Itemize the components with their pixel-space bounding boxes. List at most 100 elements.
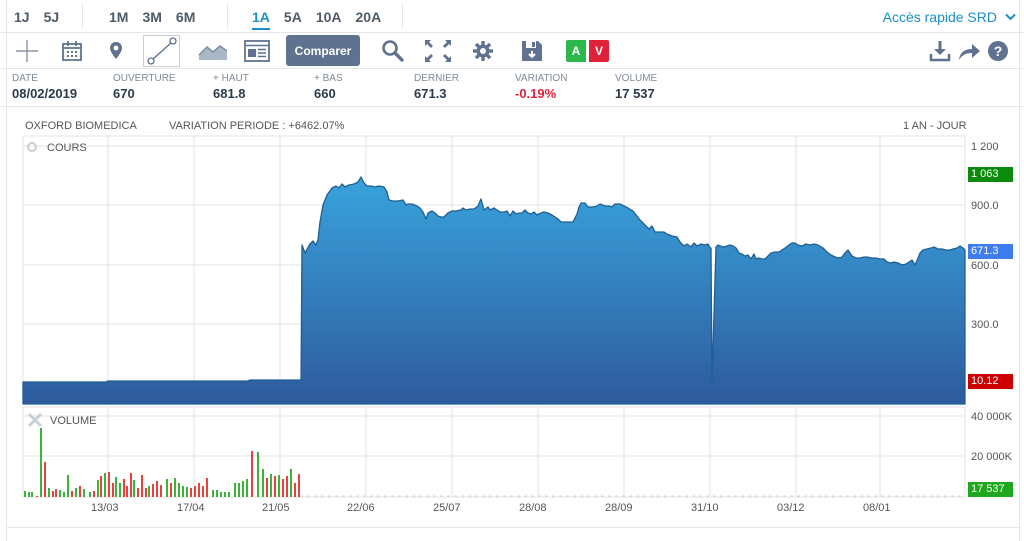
quote-value: 681.8 — [213, 86, 246, 101]
period-20a-button[interactable]: 20A — [355, 8, 382, 25]
svg-text:28/09: 28/09 — [605, 502, 633, 514]
last-price-badge: 671.3 — [968, 244, 1013, 259]
quote-change: VARIATION -0.19% — [515, 73, 567, 101]
quote-volume: VOLUME 17 537 — [615, 73, 657, 101]
quote-last: DERNIER 671.3 — [414, 73, 459, 101]
svg-text:22/06: 22/06 — [347, 502, 375, 514]
chart-toolbar: Comparer A V ? — [0, 33, 1024, 69]
period-group-medium: 1M 3M 6M — [109, 0, 209, 33]
period-1a-button[interactable]: 1A — [252, 8, 270, 30]
svg-text:28/08: 28/08 — [519, 502, 547, 514]
period-bar: 1J 5J 1M 3M 6M 1A 5A 10A 20A Accès rapid… — [0, 0, 1024, 33]
help-icon: ? — [988, 41, 1008, 61]
download-button[interactable] — [925, 36, 955, 66]
buy-button[interactable]: A — [566, 40, 586, 62]
save-icon — [522, 41, 542, 61]
quote-value: 660 — [314, 86, 336, 101]
svg-text:03/12: 03/12 — [777, 502, 805, 514]
svg-text:13/03: 13/03 — [91, 502, 119, 514]
svg-text:?: ? — [994, 43, 1003, 59]
svg-text:1 200: 1 200 — [971, 141, 999, 153]
svg-text:17/04: 17/04 — [177, 502, 205, 514]
cours-label: COURS — [47, 142, 87, 154]
quick-access-dropdown[interactable]: Accès rapide SRD — [883, 0, 1016, 33]
svg-text:600.0: 600.0 — [971, 260, 999, 272]
marker-tool-button[interactable] — [100, 36, 132, 66]
min-price-badge: 10.12 — [968, 374, 1013, 389]
crosshair-icon — [16, 40, 38, 62]
period-1j-button[interactable]: 1J — [14, 8, 30, 25]
period-3m-button[interactable]: 3M — [142, 8, 162, 25]
crosshair-tool-button[interactable] — [11, 36, 43, 66]
divider — [402, 4, 403, 29]
price-area — [22, 176, 966, 405]
period-6m-button[interactable]: 6M — [175, 8, 196, 25]
svg-text:21/05: 21/05 — [262, 502, 290, 514]
x-axis: 13/03 17/04 21/05 22/06 25/07 28/08 28/0… — [91, 502, 891, 514]
period-group-short: 1J 5J — [14, 0, 73, 33]
svg-text:900.0: 900.0 — [971, 200, 999, 212]
quote-summary: DATE 08/02/2019 OUVERTURE 670 + HAUT 681… — [0, 69, 1024, 107]
share-icon — [959, 44, 980, 60]
share-button[interactable] — [954, 36, 984, 66]
calendar-tool-button[interactable] — [56, 36, 88, 66]
quote-value: 671.3 — [414, 86, 447, 101]
buy-sell-buttons: A V — [566, 40, 609, 62]
svg-text:300.0: 300.0 — [971, 319, 999, 331]
volume-panel-label: VOLUME — [27, 412, 96, 428]
download-icon — [929, 41, 951, 62]
volume-label: VOLUME — [50, 415, 96, 427]
line-draw-icon — [146, 37, 177, 65]
last-volume-badge: 17 537 — [968, 482, 1013, 497]
chart-type-button[interactable] — [196, 36, 230, 66]
period-granularity: 1 AN - JOUR — [903, 120, 967, 132]
instrument-name: OXFORD BIOMEDICA — [25, 120, 137, 132]
divider — [227, 4, 228, 29]
close-icon — [27, 412, 43, 428]
quote-open: OUVERTURE 670 — [113, 73, 176, 101]
quote-label: VOLUME — [615, 73, 658, 84]
widget-frame — [6, 0, 1020, 541]
line-draw-tool-button[interactable] — [143, 35, 180, 67]
quote-value: 08/02/2019 — [12, 86, 78, 101]
svg-text:20 000K: 20 000K — [971, 451, 1013, 463]
sell-button[interactable]: V — [589, 40, 609, 62]
price-panel-label: COURS — [27, 142, 87, 154]
search-icon — [382, 40, 404, 62]
quick-access-label: Accès rapide SRD — [882, 8, 997, 25]
newspaper-icon — [244, 40, 270, 62]
quote-label: DERNIER — [414, 73, 460, 84]
mountain-chart-icon — [198, 45, 228, 60]
period-group-long: 1A 5A 10A 20A — [252, 0, 395, 33]
help-button[interactable]: ? — [983, 36, 1013, 66]
svg-text:25/07: 25/07 — [433, 502, 461, 514]
period-10a-button[interactable]: 10A — [315, 8, 342, 25]
fullscreen-button[interactable] — [422, 36, 454, 66]
max-price-badge: 1 063 — [968, 167, 1013, 182]
quote-low: + BAS 660 — [314, 73, 343, 101]
period-1m-button[interactable]: 1M — [109, 8, 129, 25]
volume-bars — [24, 428, 965, 497]
quote-date: DATE 08/02/2019 — [12, 73, 77, 101]
quote-label: + HAUT — [213, 73, 249, 84]
quote-label: DATE — [12, 73, 38, 84]
period-5a-button[interactable]: 5A — [283, 8, 302, 25]
divider — [6, 527, 1020, 528]
period-variation: VARIATION PERIODE : +6462.07% — [169, 120, 345, 132]
quote-value: 17 537 — [615, 86, 655, 101]
save-button[interactable] — [516, 36, 548, 66]
quote-high: + HAUT 681.8 — [213, 73, 249, 101]
map-pin-icon — [110, 42, 122, 59]
quote-value: 670 — [113, 86, 135, 101]
calendar-icon — [62, 41, 82, 61]
compare-button[interactable]: Comparer — [286, 35, 360, 66]
volume-panel-grid — [22, 406, 966, 498]
quote-label: VARIATION — [515, 73, 568, 84]
svg-text:40 000K: 40 000K — [971, 411, 1013, 423]
volume-y-axis: 40 000K 20 000K — [971, 411, 1013, 463]
zoom-search-button[interactable] — [377, 36, 409, 66]
period-5j-button[interactable]: 5J — [43, 8, 60, 25]
news-button[interactable] — [240, 36, 274, 66]
settings-button[interactable] — [467, 36, 499, 66]
